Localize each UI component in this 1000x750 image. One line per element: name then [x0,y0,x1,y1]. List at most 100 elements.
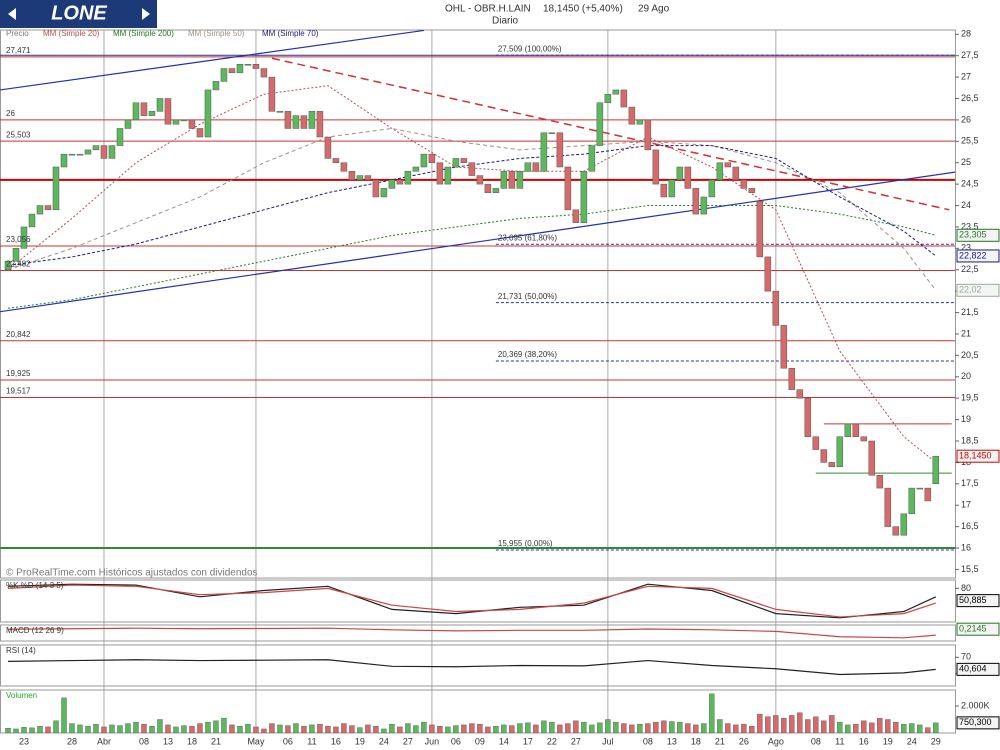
candle [404,171,412,185]
volume-bar [197,723,203,733]
volume-bar [429,724,435,733]
candle [388,179,396,189]
volume-bar [893,721,899,733]
x-tick-label: Jul [602,736,614,746]
volume-bar [21,727,27,733]
candle [108,145,116,159]
y-tick-label: 24 [961,200,971,210]
candle [916,487,924,490]
candle [812,436,820,450]
volume-bar [109,724,115,733]
candle [148,111,156,116]
volume-bar [933,722,939,733]
candle [236,64,244,74]
candle [684,166,692,189]
candle [220,68,228,82]
x-tick-label: 18 [691,736,701,746]
level-label: 27,471 [6,46,31,55]
volume-bar [421,721,427,733]
series-line [7,145,937,266]
candle [76,153,84,156]
candle [260,68,268,78]
series-line [7,127,937,291]
candle [844,423,852,437]
candle [876,475,884,489]
candle [348,171,356,181]
volume-bar [45,726,51,733]
panel-frame [0,579,956,623]
price-tag [956,594,1000,608]
volume-bar [205,721,211,733]
candle [300,115,308,129]
panel-0 [0,30,955,551]
candle [268,76,276,112]
volume-bar [285,725,291,733]
x-tick-label: 21 [715,736,725,746]
volume-bar [717,719,723,733]
x-tick-label: 09 [475,736,485,746]
volume-bar [573,720,579,733]
volume-bar [741,724,747,733]
volume-bar [261,728,267,733]
volume-bar [605,719,611,733]
x-tick-label: 14 [499,736,509,746]
x-tick-label: 08 [811,736,821,746]
x-tick-label: 21 [211,736,221,746]
candle [84,149,92,155]
y-tick-label: 2.000K [961,700,990,710]
panel-3 [7,659,936,676]
panel-1 [7,583,937,619]
candle [628,106,636,125]
candle [612,89,620,95]
volume-bar [269,723,275,733]
candle [604,93,612,104]
candle [492,188,500,193]
x-tick-label: May [247,736,265,746]
y-tick-label: 23 [961,243,971,253]
price-tag-label: 22,02 [959,285,982,295]
price-tag [956,249,1000,263]
candle [868,440,876,476]
volume-bar [333,726,339,733]
candle [580,171,588,223]
volume-bar [621,723,627,733]
series-line [7,205,936,309]
volume-bar [357,727,363,733]
volume-bar [789,715,795,733]
volume-bar [365,724,371,733]
series-line [271,57,950,211]
candle [860,436,868,442]
volume-bar [149,726,155,733]
logo-box [0,0,157,28]
candle [428,153,436,163]
x-tick-label: 11 [835,736,844,746]
logo: LONE [51,2,107,24]
volume-bar [669,721,675,733]
candle [780,325,788,369]
y-tick-label: 26 [961,114,971,124]
candle [28,213,36,228]
volume-bar [93,724,99,733]
candle [676,166,684,181]
candle [412,166,420,172]
candle [124,119,132,129]
candle [164,98,172,125]
candle [756,201,764,258]
volume-bar [461,724,467,733]
price-tag [956,716,1000,730]
volume-bar [845,724,851,733]
y-tick-label: 24,5 [961,179,979,189]
candle [884,487,892,527]
candle [308,111,316,129]
volume-bar [13,728,19,733]
volume-bar [397,726,403,733]
x-tick-label: 18 [187,736,197,746]
volume-bar [509,725,515,733]
candle [316,111,324,138]
candle [516,171,524,189]
volume-bar [469,723,475,733]
candle [420,153,428,168]
x-tick-label: 08 [643,736,653,746]
candle [924,487,932,502]
candle [644,119,652,151]
